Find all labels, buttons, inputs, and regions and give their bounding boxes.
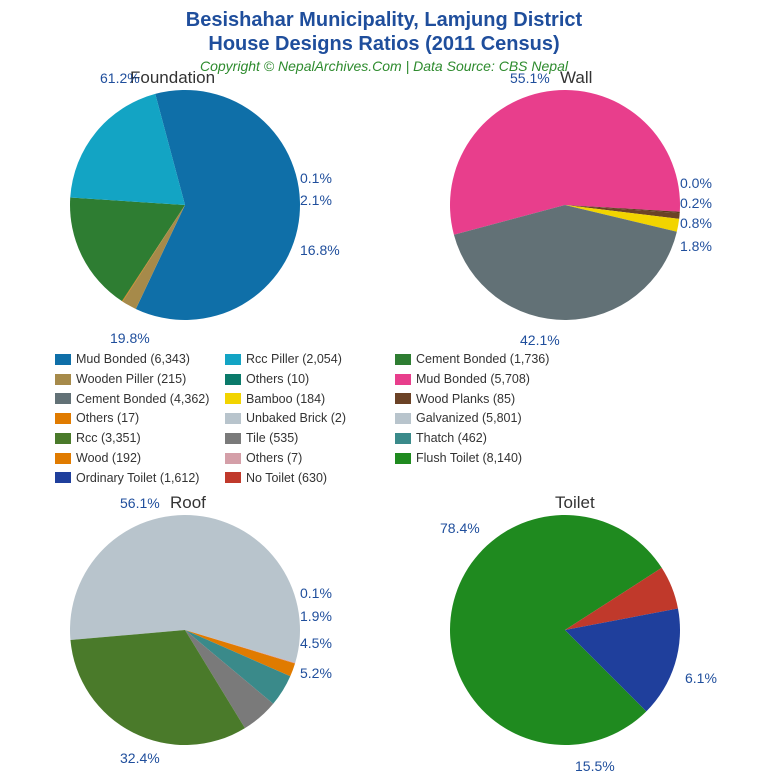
legend-item: Bamboo (184) (225, 390, 346, 409)
legend-label: Wooden Piller (215) (76, 370, 186, 389)
legend-swatch (225, 433, 241, 444)
legend-swatch (55, 354, 71, 365)
legend-swatch (55, 433, 71, 444)
legend-swatch (395, 374, 411, 385)
legend-swatch (55, 393, 71, 404)
pct-label: 5.2% (300, 665, 332, 681)
legend-swatch (55, 453, 71, 464)
legend-swatch (55, 374, 71, 385)
legend-item: Wood Planks (85) (395, 390, 549, 409)
pct-label: 42.1% (520, 332, 560, 348)
legend-label: Wood Planks (85) (416, 390, 515, 409)
legend-label: Thatch (462) (416, 429, 487, 448)
legend-label: Others (7) (246, 449, 302, 468)
legend-label: Others (10) (246, 370, 309, 389)
legend-label: Bamboo (184) (246, 390, 325, 409)
legend-item: Ordinary Toilet (1,612) (55, 469, 209, 488)
legend-swatch (395, 354, 411, 365)
pct-label: 61.2% (100, 70, 140, 86)
legend-swatch (225, 354, 241, 365)
legend-label: Tile (535) (246, 429, 298, 448)
pct-label: 55.1% (510, 70, 550, 86)
title-line-1: Besishahar Municipality, Lamjung Distric… (0, 8, 768, 32)
pct-label: 0.0% (680, 175, 712, 191)
legend-label: Mud Bonded (5,708) (416, 370, 530, 389)
chart-title: Foundation (130, 68, 215, 88)
legend-label: Others (17) (76, 409, 139, 428)
legend-label: Cement Bonded (4,362) (76, 390, 209, 409)
legend-label: Flush Toilet (8,140) (416, 449, 522, 468)
legend-item: Others (17) (55, 409, 209, 428)
title-block: Besishahar Municipality, Lamjung Distric… (0, 0, 768, 74)
legend-label: Mud Bonded (6,343) (76, 350, 190, 369)
legend-item: Unbaked Brick (2) (225, 409, 346, 428)
legend-item: Galvanized (5,801) (395, 409, 549, 428)
legend-item: Rcc (3,351) (55, 429, 209, 448)
legend-swatch (225, 472, 241, 483)
legend-item: Others (10) (225, 370, 346, 389)
pct-label: 78.4% (440, 520, 480, 536)
legend-label: Cement Bonded (1,736) (416, 350, 549, 369)
legend-swatch (225, 374, 241, 385)
pct-label: 16.8% (300, 242, 340, 258)
pct-label: 4.5% (300, 635, 332, 651)
legend-label: No Toilet (630) (246, 469, 327, 488)
legend-swatch (225, 453, 241, 464)
legend-label: Rcc (3,351) (76, 429, 141, 448)
legend-swatch (225, 393, 241, 404)
title-line-2: House Designs Ratios (2011 Census) (0, 32, 768, 56)
legend-item: Mud Bonded (5,708) (395, 370, 549, 389)
charts-container: Foundation61.2%0.1%2.1%16.8%19.8%Wall55.… (0, 80, 768, 768)
legend-item: Wooden Piller (215) (55, 370, 209, 389)
pct-label: 1.9% (300, 608, 332, 624)
legend-label: Unbaked Brick (2) (246, 409, 346, 428)
legend-label: Rcc Piller (2,054) (246, 350, 342, 369)
pct-label: 1.8% (680, 238, 712, 254)
legend-swatch (395, 453, 411, 464)
pct-label: 15.5% (575, 758, 615, 774)
legend-item: Rcc Piller (2,054) (225, 350, 346, 369)
pct-label: 19.8% (110, 330, 150, 346)
pct-label: 56.1% (120, 495, 160, 511)
pct-label: 0.2% (680, 195, 712, 211)
pct-label: 0.1% (300, 170, 332, 186)
legend-item: No Toilet (630) (225, 469, 346, 488)
chart-title: Roof (170, 493, 206, 513)
legend-item: Cement Bonded (1,736) (395, 350, 549, 369)
legend-item: Others (7) (225, 449, 346, 468)
legend-item: Mud Bonded (6,343) (55, 350, 209, 369)
legend-item: Tile (535) (225, 429, 346, 448)
legend-swatch (395, 433, 411, 444)
legend-swatch (55, 472, 71, 483)
pct-label: 2.1% (300, 192, 332, 208)
legend-swatch (395, 393, 411, 404)
legend-label: Wood (192) (76, 449, 141, 468)
chart-title: Wall (560, 68, 592, 88)
legend-label: Ordinary Toilet (1,612) (76, 469, 199, 488)
legend-swatch (395, 413, 411, 424)
legend-item: Wood (192) (55, 449, 209, 468)
legend-item: Cement Bonded (4,362) (55, 390, 209, 409)
pct-label: 0.8% (680, 215, 712, 231)
legend-swatch (55, 413, 71, 424)
legend-label: Galvanized (5,801) (416, 409, 522, 428)
chart-title: Toilet (555, 493, 595, 513)
pct-label: 0.1% (300, 585, 332, 601)
pct-label: 6.1% (685, 670, 717, 686)
legend-item: Flush Toilet (8,140) (395, 449, 549, 468)
legend-item: Thatch (462) (395, 429, 549, 448)
legend-swatch (225, 413, 241, 424)
pct-label: 32.4% (120, 750, 160, 766)
